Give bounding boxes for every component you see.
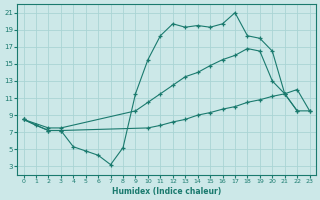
X-axis label: Humidex (Indice chaleur): Humidex (Indice chaleur)	[112, 187, 221, 196]
